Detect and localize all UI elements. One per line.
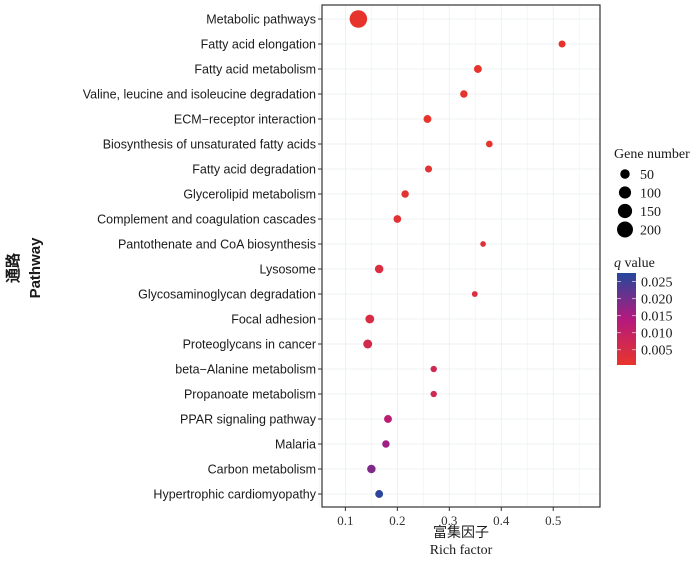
y-tick-label: Pantothenate and CoA biosynthesis (118, 238, 316, 252)
legend-size-key (617, 221, 633, 238)
y-axis: Metabolic pathways Fatty acid elongation F… (83, 13, 322, 502)
colorbar-label: 0.015 (641, 310, 673, 325)
x-axis: 0.1 0.2 0.3 0.4 0.5 (337, 507, 561, 528)
y-tick-label: ECM−receptor interaction (174, 113, 316, 127)
legend-size-label: 50 (640, 168, 654, 183)
x-tick-label: 0.4 (493, 513, 510, 528)
x-axis-title: Rich factor (430, 543, 493, 558)
data-point (349, 10, 368, 28)
y-tick-label: Biosynthesis of unsaturated fatty acids (103, 138, 316, 152)
data-point (365, 314, 375, 324)
legend-size-key (618, 186, 632, 199)
data-point (424, 165, 433, 173)
y-tick-label: Glycerolipid metabolism (183, 188, 316, 202)
data-point (384, 415, 392, 423)
y-tick-label: Hypertrophic cardiomyopathy (153, 488, 316, 502)
data-point (430, 365, 437, 373)
legend-size-title: Gene number (614, 147, 690, 162)
colorbar (617, 273, 636, 365)
data-point (375, 490, 384, 498)
legend-color-title: q value (614, 256, 655, 271)
y-tick-label: Lysosome (259, 263, 316, 277)
y-tick-label: Malaria (275, 438, 316, 452)
colorbar-label: 0.020 (641, 293, 673, 308)
x-tick-label: 0.5 (545, 513, 561, 528)
legend-size-label: 150 (640, 205, 661, 220)
y-tick-label: Fatty acid degradation (192, 163, 316, 177)
y-tick-label: Focal adhesion (231, 313, 316, 327)
y-tick-label: Proteoglycans in cancer (183, 338, 316, 352)
x-tick-label: 0.1 (337, 513, 353, 528)
y-tick-label: Valine, leucine and isoleucine degradati… (83, 88, 316, 102)
y-tick-label: Fatty acid metabolism (194, 63, 316, 77)
data-point (485, 140, 493, 148)
legend-color-title-q: q (614, 256, 621, 271)
legend-color-title-rest: value (621, 256, 655, 271)
data-point (401, 190, 409, 198)
legend-q-value: q value 0.025 0.020 0.015 0.010 0.005 (614, 256, 673, 365)
y-axis-title-cn: 通路 (4, 252, 22, 283)
data-point (558, 40, 566, 48)
data-point (382, 440, 390, 448)
legend-size-key (620, 169, 630, 179)
data-point (367, 464, 376, 474)
legend-size-label: 200 (640, 224, 661, 239)
data-point (363, 339, 373, 349)
data-point (430, 390, 437, 398)
x-tick-label: 0.3 (441, 513, 457, 528)
y-tick-label: Carbon metabolism (208, 463, 316, 477)
points-layer (349, 10, 566, 498)
y-tick-label: Fatty acid elongation (201, 38, 316, 52)
data-point (473, 65, 482, 73)
y-tick-label: beta−Alanine metabolism (175, 363, 316, 377)
legend-gene-number: Gene number 50 100 150 200 (614, 147, 690, 239)
y-tick-label: Propanoate metabolism (184, 388, 316, 402)
x-axis-title-cn: 富集因子 (433, 524, 489, 541)
data-point (471, 291, 478, 297)
colorbar-label: 0.010 (641, 327, 673, 342)
y-tick-label: PPAR signaling pathway (180, 413, 317, 427)
colorbar-label: 0.025 (641, 276, 673, 291)
y-tick-label: Metabolic pathways (206, 13, 316, 27)
data-point (480, 241, 486, 247)
data-point (374, 264, 384, 274)
legend-size-key (617, 203, 633, 219)
data-point (423, 115, 432, 123)
x-tick-label: 0.2 (389, 513, 405, 528)
y-tick-label: Glycosaminoglycan degradation (138, 288, 316, 302)
data-point (393, 215, 402, 223)
y-axis-title: Pathway (27, 237, 44, 299)
legend-size-label: 100 (640, 187, 661, 202)
grid-layer (319, 5, 600, 507)
plot-frame (321, 4, 601, 508)
colorbar-label: 0.005 (641, 344, 673, 359)
colorbar-ticks: 0.025 0.020 0.015 0.010 0.005 (617, 276, 673, 359)
data-point (460, 90, 468, 98)
y-tick-label: Complement and coagulation cascades (97, 213, 316, 227)
